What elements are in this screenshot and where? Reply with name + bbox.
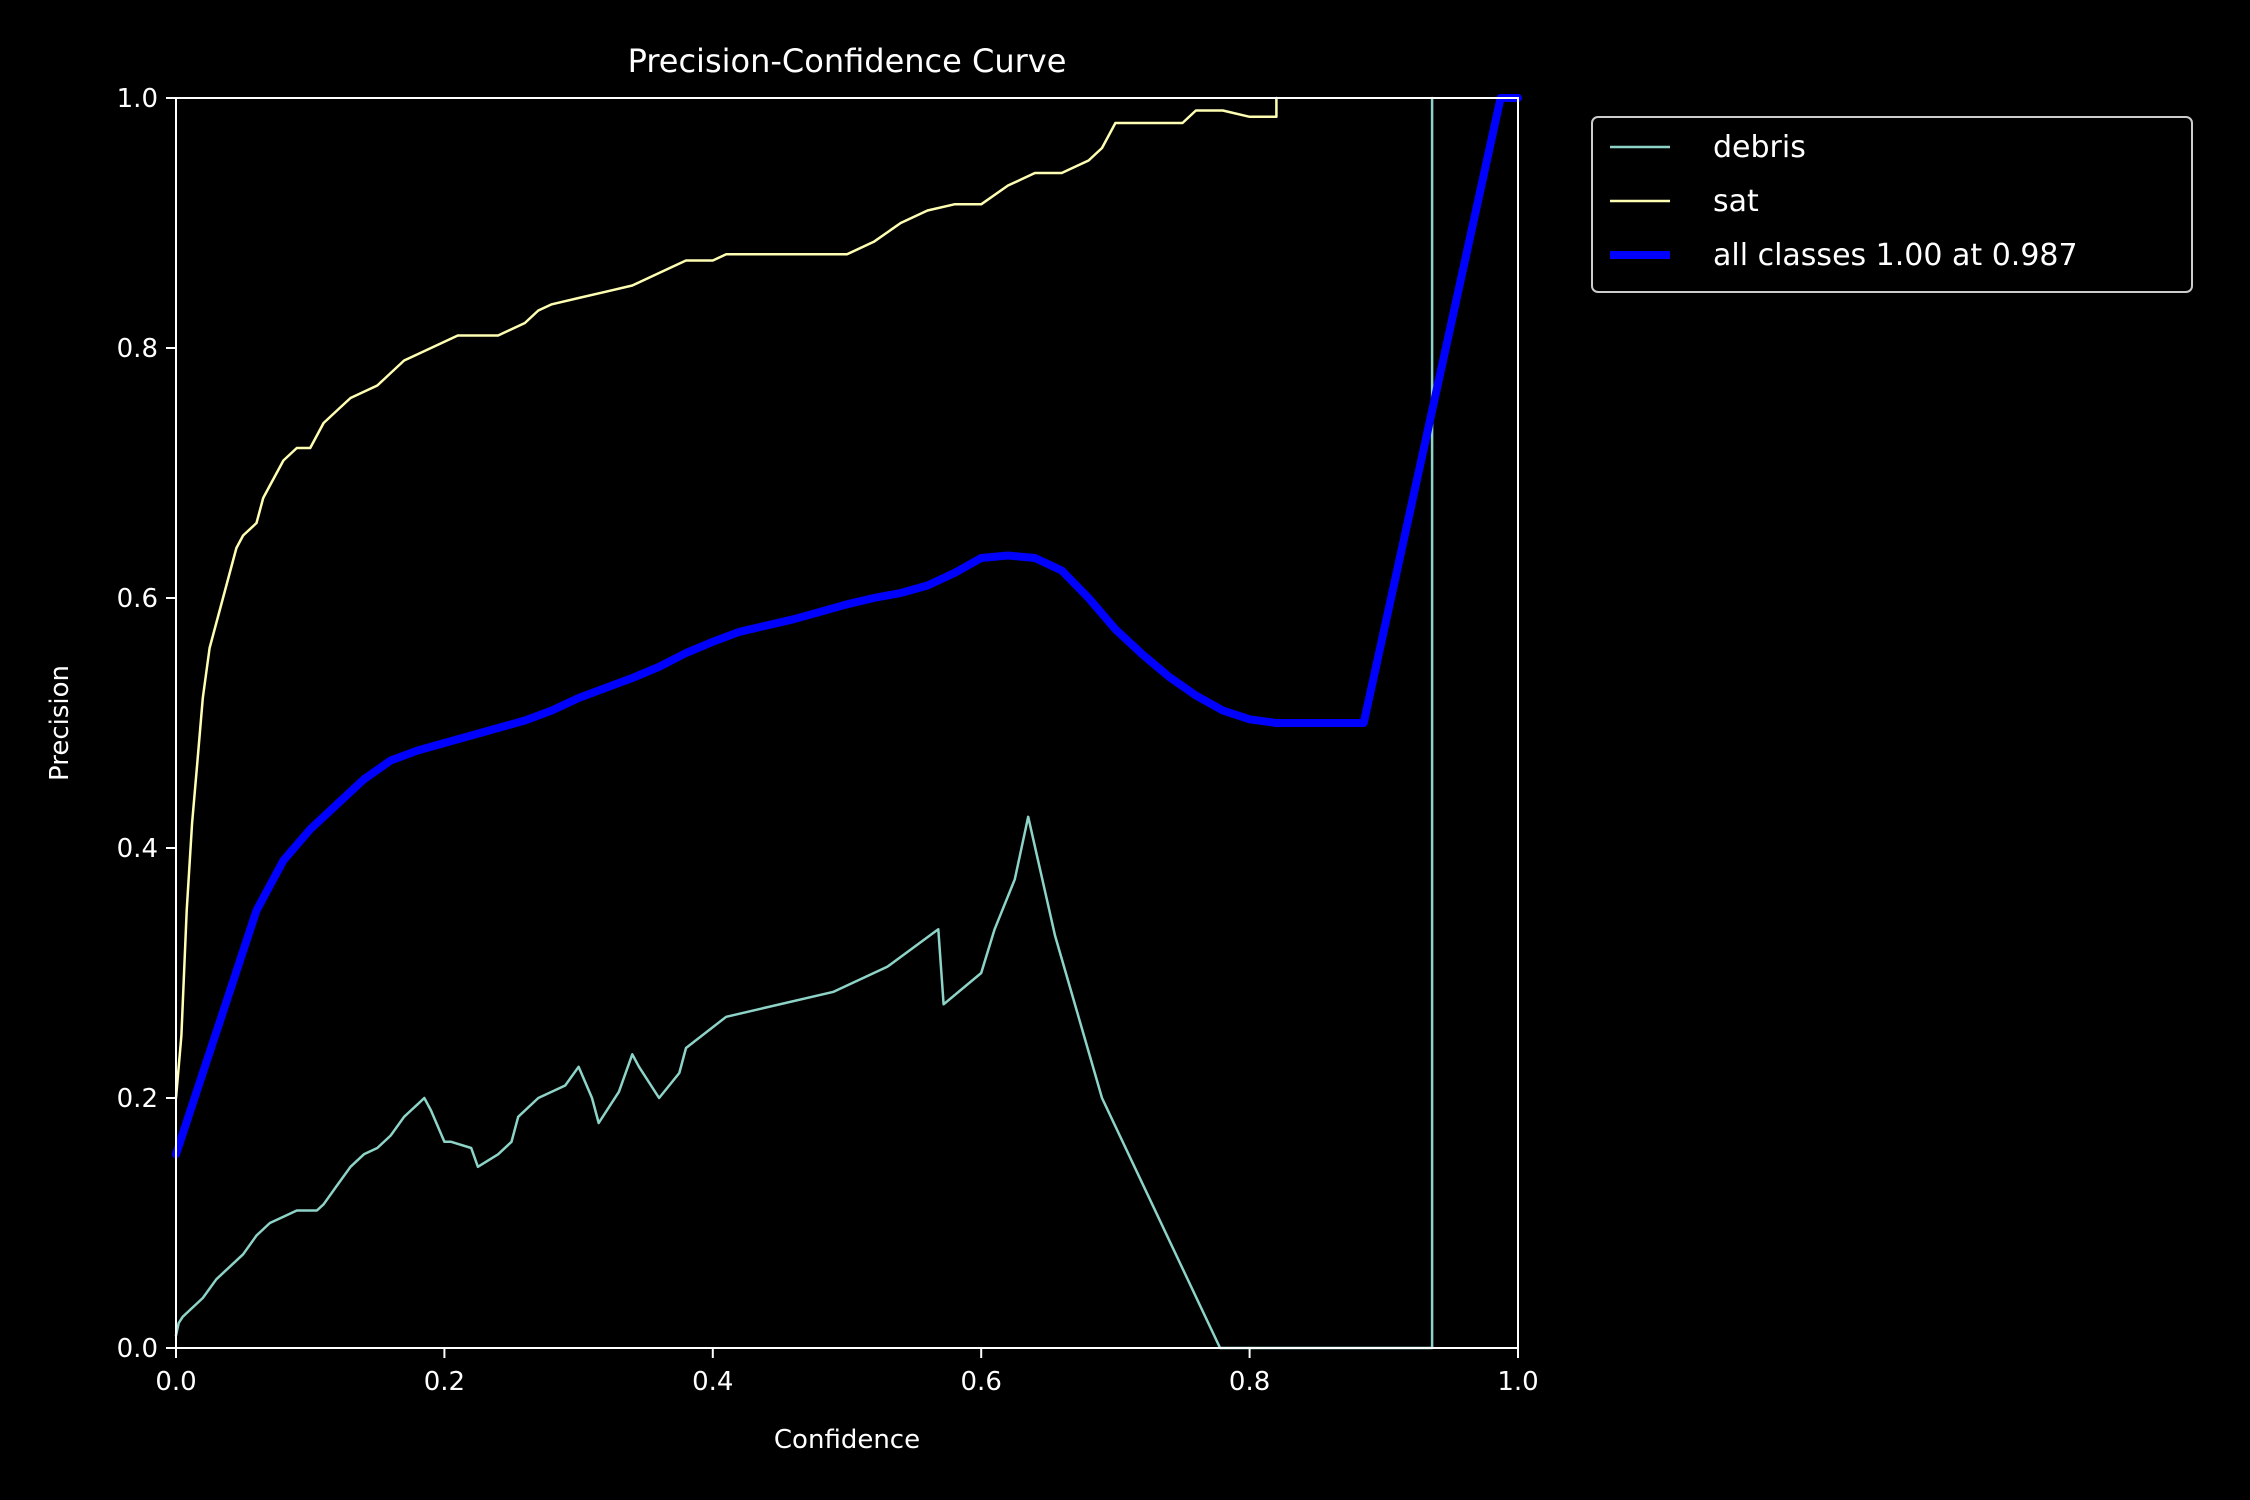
y-tick-label: 0.6 xyxy=(117,584,158,614)
series-line-debris xyxy=(174,96,1434,1350)
plot-frame xyxy=(175,97,1519,1349)
y-tick-label: 1.0 xyxy=(117,84,158,114)
plot-area xyxy=(172,94,1522,1350)
y-tick-label: 0.8 xyxy=(117,334,158,364)
series-line-sat xyxy=(174,96,1278,1100)
x-tick-label: 0.4 xyxy=(692,1367,733,1397)
x-tick-label: 0.6 xyxy=(961,1367,1002,1397)
axes: 0.0 0.2 0.4 0.6 0.8 1.0 0.0 0.2 0.4 0.6 0.8 1.0 xyxy=(117,84,1539,1397)
x-tick-label: 1.0 xyxy=(1497,1367,1538,1397)
x-tick-label: 0.0 xyxy=(155,1367,196,1397)
series-line-all xyxy=(172,94,1522,1159)
legend-label-debris: debris xyxy=(1713,130,1806,165)
legend-label-sat: sat xyxy=(1713,184,1759,219)
y-tick-label: 0.0 xyxy=(117,1334,158,1364)
x-tick-label: 0.8 xyxy=(1229,1367,1270,1397)
x-axis-label: Confidence xyxy=(774,1425,920,1455)
y-tick-label: 0.4 xyxy=(117,834,158,864)
y-axis-label: Precision xyxy=(45,665,75,781)
legend-box xyxy=(1591,116,2193,293)
chart-title: Precision-Confidence Curve xyxy=(628,42,1067,80)
legend: debris sat all classes 1.00 at 0.987 xyxy=(1591,116,2193,293)
y-tick-label: 0.2 xyxy=(117,1084,158,1114)
legend-label-all: all classes 1.00 at 0.987 xyxy=(1713,238,2078,273)
x-tick-label: 0.2 xyxy=(424,1367,465,1397)
